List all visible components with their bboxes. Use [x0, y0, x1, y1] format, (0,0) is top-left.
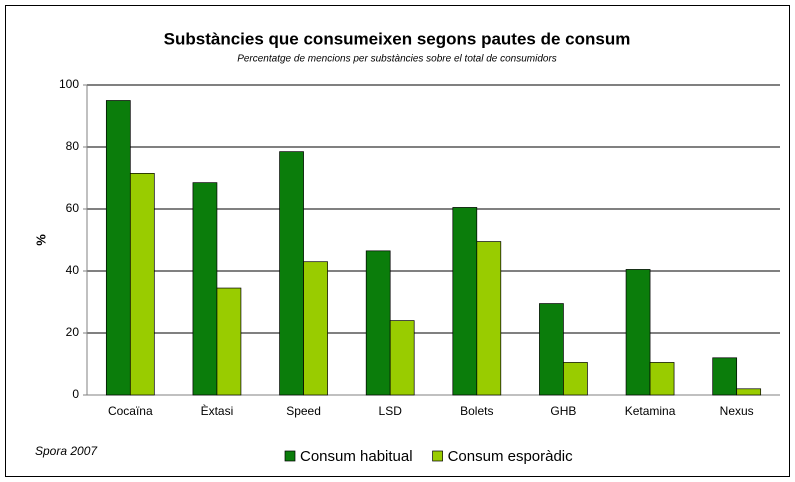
bar — [476, 241, 502, 396]
source-note: Spora 2007 — [35, 444, 98, 458]
x-tick-label: Cocaïna — [108, 404, 153, 418]
bar — [105, 100, 131, 396]
y-tick-label: 40 — [66, 263, 80, 277]
bar — [216, 287, 242, 396]
bar — [279, 151, 304, 396]
x-tick-label: GHB — [550, 404, 576, 418]
bar — [303, 261, 328, 396]
bar — [452, 207, 478, 396]
chart-title: Substàncies que consumeixen segons paute… — [164, 29, 631, 48]
legend-swatch — [432, 450, 443, 462]
x-tick-label: Bolets — [460, 404, 493, 418]
y-tick-label: 20 — [66, 325, 80, 339]
legend-label: Consum habitual — [300, 448, 413, 465]
bar — [712, 357, 738, 396]
bar — [129, 173, 155, 396]
x-tick-label: Èxtasi — [201, 403, 234, 418]
bar — [365, 250, 391, 396]
bar — [563, 362, 588, 396]
legend-swatch — [284, 450, 296, 462]
y-tick-label: 100 — [59, 77, 79, 91]
bar — [736, 388, 762, 396]
y-tick-label: 80 — [66, 139, 80, 153]
y-tick-label: 0 — [72, 387, 79, 401]
legend-label: Consum esporàdic — [448, 448, 574, 465]
x-tick-label: Speed — [286, 404, 321, 418]
bar — [389, 320, 415, 396]
x-tick-label: Nexus — [720, 404, 754, 418]
y-tick-label: 60 — [66, 201, 80, 215]
chart-subtitle: Percentatge de mencions per substàncies … — [237, 54, 557, 65]
bar — [625, 269, 651, 396]
bar — [539, 303, 564, 396]
bar — [649, 362, 675, 396]
x-tick-label: Ketamina — [625, 404, 676, 418]
x-tick-label: LSD — [379, 404, 403, 418]
y-axis-label: % — [33, 234, 48, 246]
bar — [192, 182, 218, 396]
